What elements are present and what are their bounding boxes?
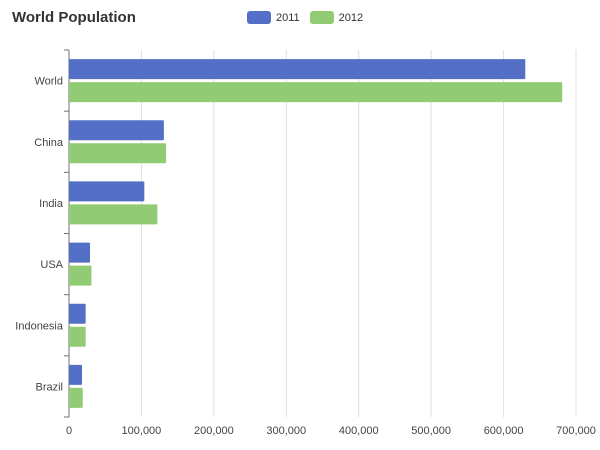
- bar-2012: [69, 204, 158, 225]
- y-tick-label: USA: [40, 259, 63, 271]
- bar-2011: [69, 242, 91, 263]
- bar-2011: [69, 120, 164, 141]
- bar-2012: [69, 326, 86, 347]
- y-tick-label: China: [34, 137, 64, 149]
- chart-title: World Population: [12, 9, 136, 26]
- x-tick-label: 200,000: [194, 425, 234, 437]
- bar-2012: [69, 265, 92, 286]
- y-tick-label: Brazil: [35, 381, 63, 393]
- x-tick-label: 700,000: [556, 425, 596, 437]
- legend-swatch-2012: [309, 11, 334, 24]
- x-tick-label: 400,000: [339, 425, 379, 437]
- y-tick-label: World: [34, 76, 63, 88]
- x-tick-label: 100,000: [122, 425, 162, 437]
- bar-2012: [69, 387, 83, 408]
- y-tick-label: India: [39, 198, 64, 210]
- bar-2011: [69, 181, 145, 202]
- bar-2012: [69, 143, 167, 164]
- x-tick-label: 300,000: [266, 425, 306, 437]
- x-tick-label: 500,000: [411, 425, 451, 437]
- legend-item-2011[interactable]: 2011: [247, 11, 300, 24]
- legend: 2011 2012: [247, 11, 373, 24]
- x-tick-label: 0: [66, 425, 72, 437]
- bar-2011: [69, 364, 83, 385]
- bar-2011: [69, 59, 526, 80]
- legend-swatch-2011: [247, 11, 271, 24]
- legend-item-2012[interactable]: 2012: [309, 11, 364, 24]
- legend-label-2012: 2012: [338, 11, 364, 24]
- legend-label-2011: 2011: [276, 11, 300, 24]
- x-tick-label: 600,000: [484, 425, 524, 437]
- y-tick-label: Indonesia: [15, 320, 64, 332]
- bar-2011: [69, 303, 86, 324]
- bar-2012: [69, 82, 563, 103]
